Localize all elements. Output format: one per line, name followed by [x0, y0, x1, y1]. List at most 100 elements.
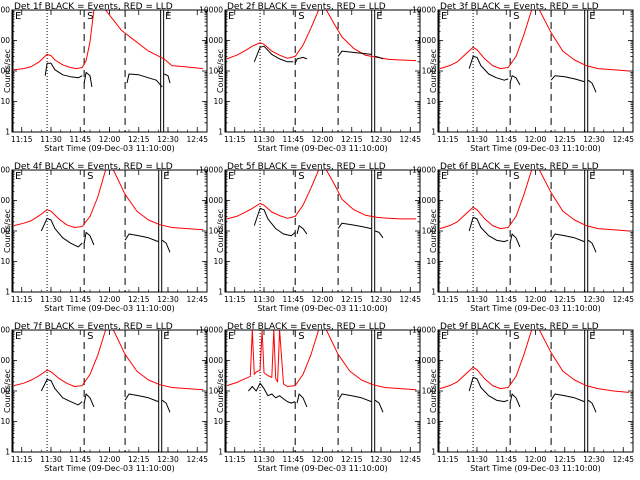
- detector-panel-1f: Det 1f BLACK = Events, RED = LLD Counts/s…: [0, 2, 208, 153]
- x-tick-label: 11:15: [224, 455, 246, 464]
- y-tick-label: 1: [218, 448, 223, 457]
- x-tick-label: 11:45: [495, 455, 517, 464]
- series-line-lld: [13, 170, 204, 231]
- x-tick-label: 11:30: [466, 295, 488, 304]
- y-tick-label: 1000: [417, 196, 436, 205]
- x-tick-label: 12:00: [99, 295, 121, 304]
- plot-frame: [11, 9, 208, 133]
- x-tick-label: 12:00: [525, 295, 547, 304]
- y-ticks: [11, 9, 208, 133]
- panel-title: Det 3f BLACK = Events, RED = LLD: [440, 2, 599, 12]
- y-tick-label: 1000: [417, 356, 436, 365]
- series-line-lld: [13, 10, 204, 71]
- x-tick-label: 12:15: [554, 455, 576, 464]
- plot-frame: [437, 9, 634, 133]
- series-line-events: [161, 239, 171, 253]
- marker-label: E: [441, 171, 447, 182]
- series-line-events: [161, 399, 171, 413]
- series-line-events: [550, 393, 585, 403]
- plot-frame: [224, 9, 421, 133]
- x-tick-label: 11:30: [466, 135, 488, 144]
- marker-label: S: [298, 171, 304, 182]
- y-tick-label: 100: [422, 67, 437, 76]
- x-tick-label: 12:15: [554, 295, 576, 304]
- series-line-events: [550, 75, 585, 83]
- x-tick-label: 11:15: [11, 455, 33, 464]
- y-tick-label: 100: [422, 387, 437, 396]
- x-tick-label: 12:15: [341, 135, 363, 144]
- x-tick-label: 12:45: [399, 135, 421, 144]
- marker-label: E: [15, 171, 21, 182]
- series-line-lld: [226, 330, 417, 391]
- y-ticks: [224, 9, 421, 133]
- marker-label: E: [165, 11, 171, 22]
- x-tick-label: 12:30: [583, 295, 605, 304]
- x-tick-label: 12:45: [186, 455, 208, 464]
- marker-label: S: [513, 331, 519, 342]
- y-tick-label: 10000: [199, 326, 223, 335]
- x-tick-label: 12:00: [312, 455, 334, 464]
- plot-area: [12, 330, 204, 452]
- marker-label: E: [589, 11, 595, 22]
- marker-label: S: [513, 11, 519, 22]
- marker-label: S: [298, 11, 304, 22]
- detector-panel-7f: Det 7f BLACK = Events, RED = LLD Counts/s…: [0, 322, 208, 473]
- y-tick-label: 1: [218, 128, 223, 137]
- panel-title: Det 7f BLACK = Events, RED = LLD: [14, 322, 173, 332]
- x-axis-label: Start Time (09-Dec-03 11:10:00): [44, 144, 175, 153]
- x-tick-label: 11:15: [224, 295, 246, 304]
- x-tick-label: 12:15: [554, 135, 576, 144]
- y-ticks: [437, 169, 634, 293]
- y-tick-label: 10000: [412, 6, 436, 15]
- x-tick-label: 11:45: [282, 455, 304, 464]
- x-tick-label: 12:15: [128, 455, 150, 464]
- x-tick-label: 11:15: [11, 295, 33, 304]
- plot-area: [438, 10, 630, 132]
- y-tick-label: 1: [5, 288, 10, 297]
- x-tick-label: 12:45: [186, 295, 208, 304]
- x-axis-label: Start Time (09-Dec-03 11:10:00): [257, 464, 388, 473]
- y-ticks: [11, 329, 208, 453]
- series-line-events: [83, 231, 95, 246]
- marker-label: E: [441, 331, 447, 342]
- x-tick-label: 12:15: [341, 455, 363, 464]
- series-line-events: [468, 55, 509, 81]
- x-tick-label: 12:45: [399, 295, 421, 304]
- series-line-events: [294, 56, 308, 64]
- y-tick-label: 100: [0, 227, 10, 236]
- y-tick-label: 10: [0, 97, 10, 106]
- x-axis-label: Start Time (09-Dec-03 11:10:00): [470, 144, 601, 153]
- marker-label: S: [298, 331, 304, 342]
- y-tick-label: 100: [0, 387, 10, 396]
- series-line-lld: [439, 170, 630, 232]
- marker-label: S: [513, 171, 519, 182]
- series-line-events: [83, 71, 93, 87]
- x-tick-label: 11:30: [253, 455, 275, 464]
- series-line-lld: [226, 10, 417, 62]
- y-axis-label: Counts/sec: [216, 369, 225, 413]
- detector-panel-3f: Det 3f BLACK = Events, RED = LLD Counts/s…: [412, 2, 634, 153]
- series-line-events: [550, 233, 585, 243]
- x-tick-label: 12:15: [128, 295, 150, 304]
- x-tick-label: 12:30: [583, 455, 605, 464]
- series-line-events: [248, 382, 296, 404]
- y-axis-label: Counts/sec: [216, 209, 225, 253]
- detector-panel-4f: Det 4f BLACK = Events, RED = LLD Counts/s…: [0, 162, 208, 313]
- plot-frame: [11, 169, 208, 293]
- marker-label: E: [228, 171, 234, 182]
- x-tick-label: 11:30: [40, 455, 62, 464]
- x-tick-label: 11:30: [253, 135, 275, 144]
- y-tick-label: 10000: [0, 166, 10, 175]
- series-line-events: [468, 376, 509, 403]
- marker-label: E: [228, 331, 234, 342]
- y-tick-label: 10: [426, 97, 436, 106]
- y-tick-label: 100: [209, 67, 224, 76]
- x-axis-label: Start Time (09-Dec-03 11:10:00): [470, 464, 601, 473]
- y-tick-label: 1: [5, 128, 10, 137]
- x-tick-label: 12:00: [312, 295, 334, 304]
- x-axis-label: Start Time (09-Dec-03 11:10:00): [44, 304, 175, 313]
- x-tick-label: 11:45: [69, 135, 91, 144]
- series-line-events: [468, 216, 509, 243]
- plot-area: [225, 10, 417, 132]
- y-axis-label: Counts/sec: [429, 209, 438, 253]
